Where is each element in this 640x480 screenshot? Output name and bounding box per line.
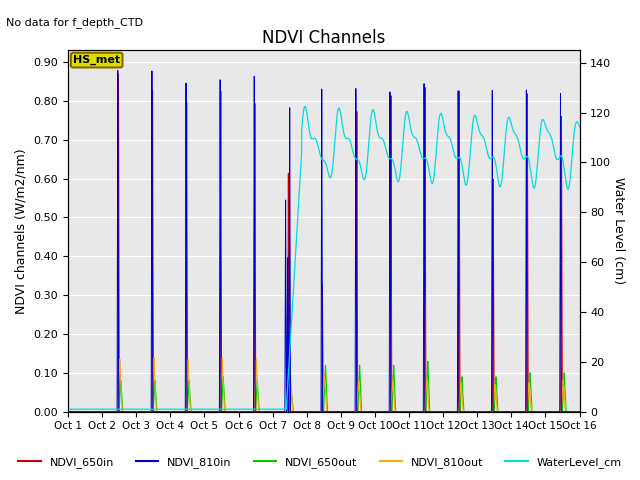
Text: HS_met: HS_met [73,55,120,65]
Y-axis label: NDVI channels (W/m2/nm): NDVI channels (W/m2/nm) [15,148,28,314]
Y-axis label: Water Level (cm): Water Level (cm) [612,178,625,285]
Text: No data for f_depth_CTD: No data for f_depth_CTD [6,17,143,28]
Legend: NDVI_650in, NDVI_810in, NDVI_650out, NDVI_810out, WaterLevel_cm: NDVI_650in, NDVI_810in, NDVI_650out, NDV… [14,452,626,472]
Title: NDVI Channels: NDVI Channels [262,29,385,48]
